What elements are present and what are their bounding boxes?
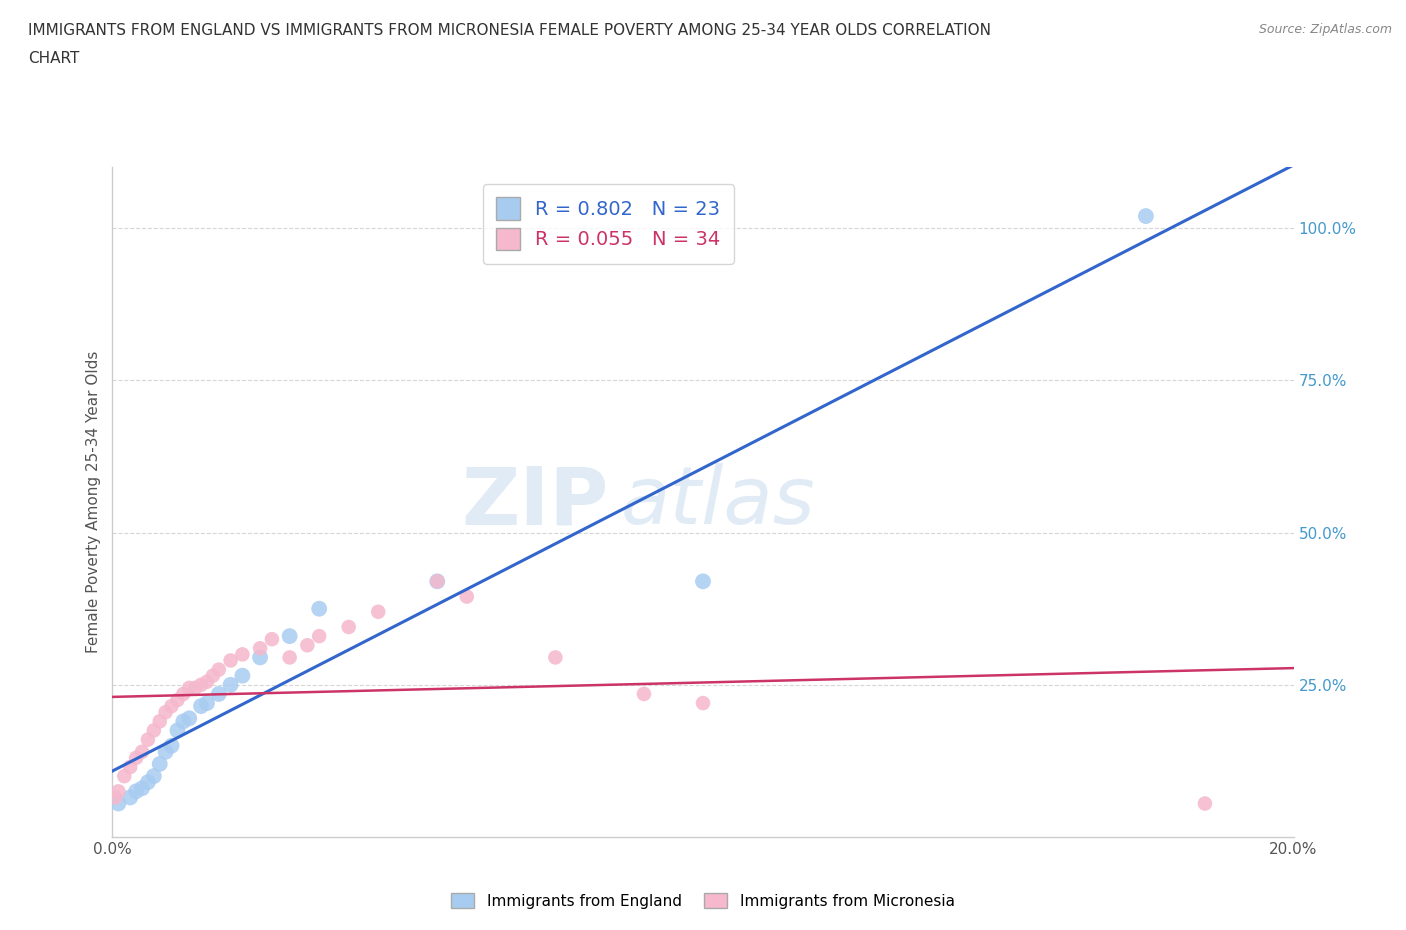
Point bbox=[160, 738, 183, 753]
Point bbox=[125, 784, 148, 799]
Point bbox=[278, 629, 301, 644]
Text: IMMIGRANTS FROM ENGLAND VS IMMIGRANTS FROM MICRONESIA FEMALE POVERTY AMONG 25-34: IMMIGRANTS FROM ENGLAND VS IMMIGRANTS FR… bbox=[28, 23, 991, 38]
Point bbox=[297, 638, 319, 653]
Point bbox=[1135, 208, 1157, 223]
Point bbox=[131, 781, 153, 796]
Point bbox=[136, 775, 159, 790]
Point bbox=[544, 650, 567, 665]
Text: ZIP: ZIP bbox=[461, 463, 609, 541]
Point bbox=[308, 602, 330, 617]
Y-axis label: Female Poverty Among 25-34 Year Olds: Female Poverty Among 25-34 Year Olds bbox=[86, 351, 101, 654]
Point bbox=[219, 677, 242, 692]
Point bbox=[337, 619, 360, 634]
Point bbox=[184, 681, 207, 696]
Point bbox=[208, 662, 231, 677]
Point bbox=[195, 696, 218, 711]
Point bbox=[149, 714, 172, 729]
Point bbox=[456, 589, 478, 604]
Legend: Immigrants from England, Immigrants from Micronesia: Immigrants from England, Immigrants from… bbox=[444, 885, 962, 916]
Point bbox=[155, 744, 177, 759]
Point bbox=[142, 723, 165, 737]
Point bbox=[107, 784, 129, 799]
Point bbox=[260, 631, 283, 646]
Point bbox=[120, 790, 142, 804]
Point bbox=[201, 669, 224, 684]
Point bbox=[231, 647, 253, 662]
Point bbox=[166, 723, 188, 737]
Text: Source: ZipAtlas.com: Source: ZipAtlas.com bbox=[1258, 23, 1392, 36]
Point bbox=[107, 796, 129, 811]
Point bbox=[131, 744, 153, 759]
Point bbox=[278, 650, 301, 665]
Point bbox=[1194, 796, 1216, 811]
Point bbox=[179, 711, 201, 725]
Text: atlas: atlas bbox=[620, 463, 815, 541]
Point bbox=[125, 751, 148, 765]
Point bbox=[692, 574, 714, 589]
Point bbox=[308, 629, 330, 644]
Point bbox=[160, 698, 183, 713]
Point bbox=[692, 696, 714, 711]
Point bbox=[104, 790, 127, 804]
Point bbox=[112, 769, 135, 784]
Point bbox=[219, 653, 242, 668]
Point bbox=[179, 681, 201, 696]
Point bbox=[367, 604, 389, 619]
Point bbox=[172, 714, 194, 729]
Point bbox=[231, 669, 253, 684]
Point bbox=[136, 732, 159, 747]
Point bbox=[195, 674, 218, 689]
Point bbox=[142, 769, 165, 784]
Point bbox=[249, 650, 271, 665]
Point bbox=[120, 760, 142, 775]
Point bbox=[633, 686, 655, 701]
Point bbox=[426, 574, 449, 589]
Point bbox=[149, 756, 172, 771]
Text: CHART: CHART bbox=[28, 51, 80, 66]
Point bbox=[155, 705, 177, 720]
Point bbox=[190, 698, 212, 713]
Point bbox=[426, 574, 449, 589]
Point bbox=[166, 693, 188, 708]
Point bbox=[190, 677, 212, 692]
Point bbox=[249, 641, 271, 656]
Point bbox=[172, 686, 194, 701]
Point bbox=[208, 686, 231, 701]
